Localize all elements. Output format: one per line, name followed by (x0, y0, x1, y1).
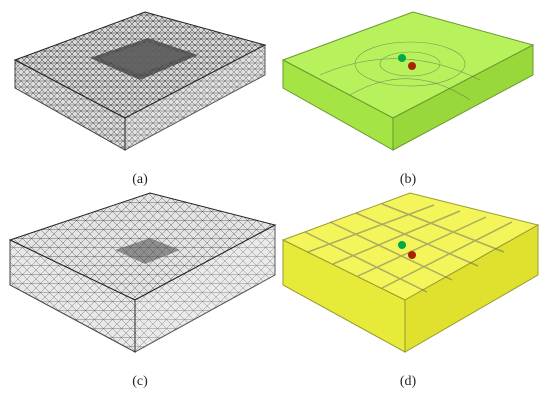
panel-label: (d) (400, 374, 417, 389)
panel-b (281, 11, 535, 151)
panel-d (281, 192, 540, 353)
panel-label: (c) (132, 374, 148, 389)
panel-label: (a) (132, 172, 148, 187)
panel-a (13, 11, 267, 151)
panel-label: (b) (400, 172, 417, 187)
panel-c (8, 192, 277, 353)
